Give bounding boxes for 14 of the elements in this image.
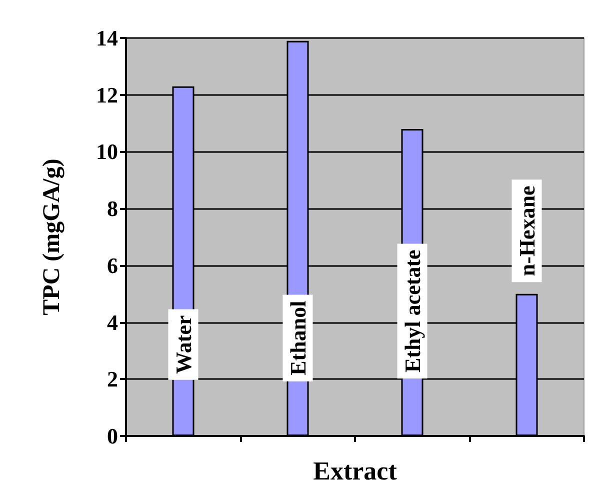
y-tick-label: 10 bbox=[96, 139, 118, 164]
x-tick-label: n-Hexane bbox=[514, 185, 540, 276]
y-tick-label: 12 bbox=[96, 82, 118, 108]
y-tick-label: 6 bbox=[107, 252, 118, 278]
y-tick-label: 8 bbox=[107, 196, 118, 222]
x-tick-label: Ethanol bbox=[285, 300, 310, 376]
x-tick-label: Water bbox=[170, 315, 196, 374]
x-tick-label: Ethyl acetate bbox=[400, 249, 425, 373]
y-axis-title: TPC (mgGA/g) bbox=[39, 158, 65, 316]
y-tick-label: 2 bbox=[107, 366, 118, 392]
x-axis-title: Extract bbox=[313, 456, 398, 486]
y-tick-label: 0 bbox=[107, 424, 118, 448]
y-tick-label: 4 bbox=[107, 310, 118, 335]
y-tick-label: 14 bbox=[96, 26, 118, 50]
